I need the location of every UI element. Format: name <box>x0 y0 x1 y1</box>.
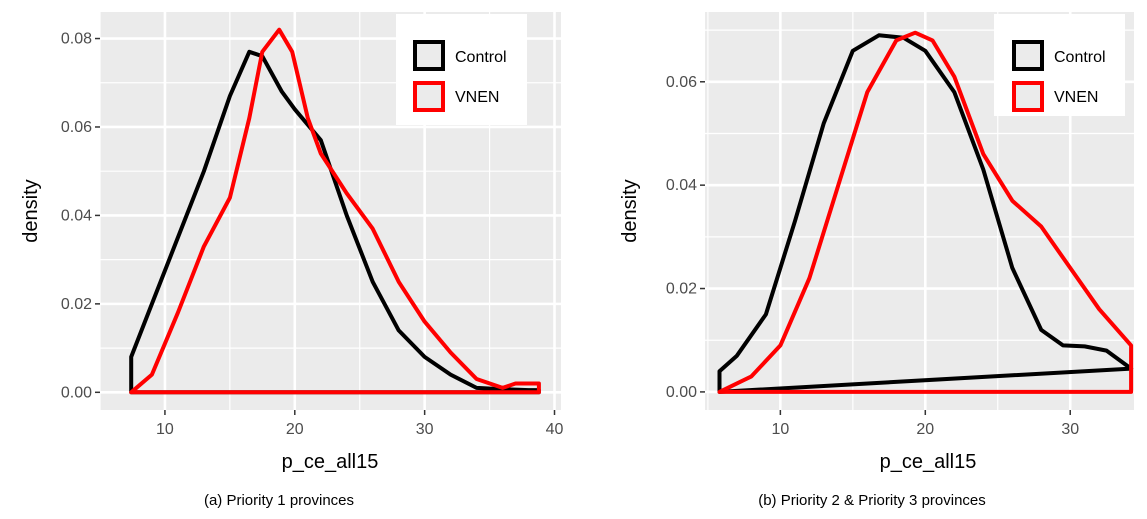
caption-b: (b) Priority 2 & Priority 3 provinces <box>758 492 986 509</box>
legend-label-control: Control <box>1054 49 1106 66</box>
x-tick-label: 10 <box>156 421 174 438</box>
legend-key-vnen <box>413 81 445 112</box>
grid-lines <box>99 12 561 410</box>
legend-label-vnen: VNEN <box>1054 89 1098 106</box>
x-tick-marks: 10 20 30 40 <box>156 410 564 438</box>
x-axis-title: p_ce_all15 <box>282 451 379 473</box>
legend-key-control <box>413 40 445 71</box>
y-tick-marks: 0.00 0.02 0.04 0.06 <box>666 74 705 401</box>
density-curve-control <box>129 49 541 395</box>
legend-key-control <box>1012 40 1044 71</box>
caption-a: (a) Priority 1 provinces <box>204 492 354 509</box>
y-tick-label: 0.04 <box>666 177 697 194</box>
y-tick-label: 0.04 <box>61 207 92 224</box>
y-tick-label: 0.00 <box>61 384 92 401</box>
x-axis-title: p_ce_all15 <box>880 451 977 473</box>
density-curve-vnen <box>717 30 1134 394</box>
y-tick-label: 0.02 <box>61 296 92 313</box>
x-tick-label: 30 <box>416 421 434 438</box>
density-curves <box>129 27 541 395</box>
legend-label-vnen: VNEN <box>455 89 499 106</box>
legend: Control VNEN <box>396 14 527 125</box>
legend: Control VNEN <box>994 14 1125 116</box>
chart-panel-a: 0.00 0.02 0.04 0.06 0.08 10 20 30 40 p_ce_all15… <box>20 12 564 509</box>
x-tick-label: 30 <box>1061 421 1079 438</box>
density-curve-control <box>717 33 1134 394</box>
y-tick-label: 0.06 <box>666 74 697 91</box>
y-tick-marks: 0.00 0.02 0.04 0.06 0.08 <box>61 31 100 401</box>
y-tick-label: 0.02 <box>666 281 697 298</box>
y-axis-title: density <box>619 179 641 242</box>
x-tick-label: 20 <box>286 421 304 438</box>
y-tick-label: 0.08 <box>61 31 92 48</box>
density-curves <box>717 30 1134 394</box>
x-tick-label: 40 <box>546 421 564 438</box>
x-tick-label: 20 <box>916 421 934 438</box>
chart-panel-b: 0.00 0.02 0.04 0.06 10 20 30 p_ce_all15 densi… <box>619 12 1134 509</box>
x-tick-label: 10 <box>771 421 789 438</box>
y-tick-label: 0.00 <box>666 384 697 401</box>
y-axis-title: density <box>20 179 42 242</box>
legend-label-control: Control <box>455 49 507 66</box>
legend-key-vnen <box>1012 81 1044 112</box>
density-curve-vnen <box>129 27 541 395</box>
y-tick-label: 0.06 <box>61 119 92 136</box>
x-tick-marks: 10 20 30 <box>771 410 1079 438</box>
